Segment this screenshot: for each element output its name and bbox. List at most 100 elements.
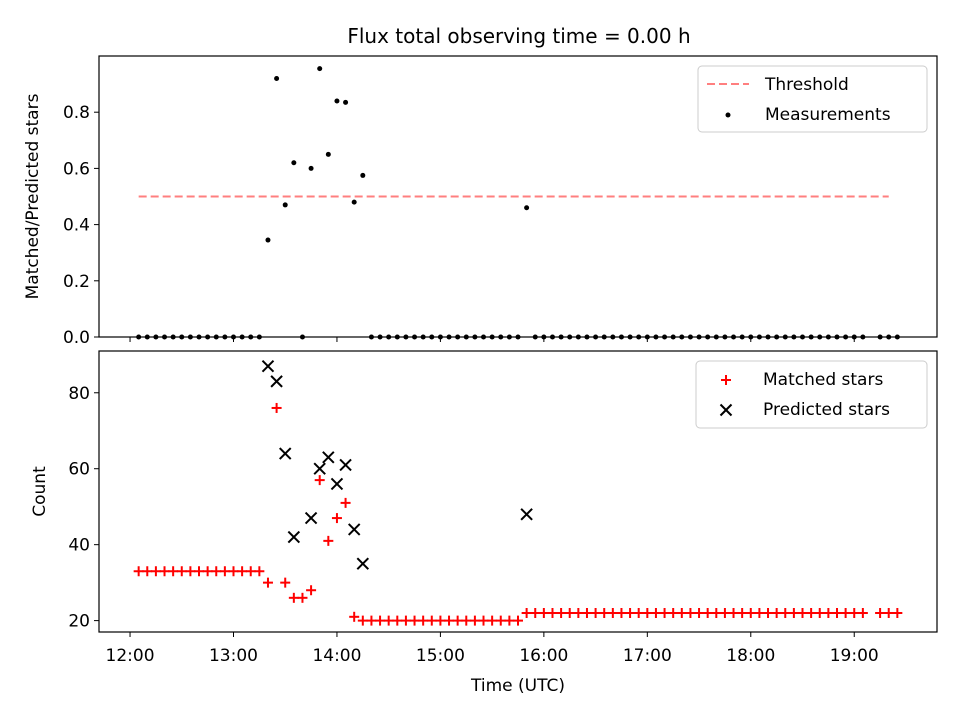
top-y-tick-label: 0.4	[63, 216, 90, 236]
predicted-star-point	[304, 511, 318, 525]
bottom-y-tick-label: 80	[68, 384, 90, 404]
x-tick-label: 15:00	[416, 646, 465, 666]
matched-star-point	[340, 497, 351, 508]
matched-star-point	[633, 608, 644, 619]
matched-star-point	[840, 608, 851, 619]
matched-star-point	[728, 608, 739, 619]
matched-star-point	[797, 608, 808, 619]
matched-star-point	[625, 608, 636, 619]
x-tick-label: 12:00	[106, 646, 155, 666]
bottom-legend-box	[695, 360, 928, 429]
measurement-point	[291, 160, 297, 166]
matched-star-point	[883, 608, 894, 619]
matched-star-point	[780, 608, 791, 619]
matched-star-point	[892, 608, 903, 619]
matched-star-point	[306, 585, 317, 596]
x-stroke	[261, 359, 275, 373]
matched-star-point	[599, 608, 610, 619]
matched-star-point	[513, 615, 523, 626]
matched-star-point	[409, 615, 420, 626]
legend-matched-swatch	[721, 375, 731, 385]
x-stroke	[347, 523, 361, 536]
matched-star-point	[288, 592, 299, 603]
measurement-point	[343, 99, 349, 105]
matched-star-point	[607, 608, 618, 619]
matched-star-point	[357, 615, 368, 626]
matched-star-point	[228, 566, 239, 577]
matched-star-point	[254, 566, 265, 577]
matched-star-point	[487, 615, 498, 626]
matched-star-point	[185, 566, 196, 577]
x-stroke	[356, 557, 370, 570]
matched-star-point	[504, 615, 515, 626]
predicted-star-point	[322, 451, 335, 464]
x-stroke	[520, 508, 533, 521]
matched-star-point	[702, 608, 713, 619]
matched-star-point	[245, 566, 256, 577]
matched-star-point	[573, 608, 584, 619]
x-stroke	[330, 477, 344, 491]
predicted-star-point	[356, 557, 370, 570]
x-tick-label: 14:00	[312, 646, 361, 666]
matched-star-point	[461, 615, 472, 626]
x-stroke	[322, 451, 335, 464]
predicted-star-point	[261, 359, 275, 373]
x-tick-label: 18:00	[726, 646, 775, 666]
measurement-point	[317, 66, 323, 72]
matched-star-point	[469, 615, 480, 626]
matched-star-point	[806, 608, 817, 619]
matched-star-point	[331, 513, 342, 524]
x-stroke	[304, 511, 318, 525]
matched-star-point	[556, 608, 567, 619]
top-axes-frame	[98, 55, 938, 338]
matched-star-point	[754, 608, 765, 619]
x-stroke	[313, 462, 326, 475]
measurement-point	[308, 165, 314, 171]
matched-star-point	[418, 615, 429, 626]
matched-star-point	[590, 608, 601, 619]
matched-star-point	[297, 592, 308, 603]
legend-measurements-swatch	[725, 112, 731, 118]
matched-star-point	[547, 608, 558, 619]
matched-star-point	[142, 566, 153, 577]
top-legend: Threshold Measurements	[697, 65, 928, 133]
x-tick-label: 17:00	[623, 646, 672, 666]
matched-star-point	[685, 608, 696, 619]
matched-star-point	[133, 566, 144, 577]
matched-star-point	[581, 608, 592, 619]
matched-star-point	[650, 608, 661, 619]
legend-matched-label: Matched stars	[763, 370, 883, 390]
matched-star-point	[349, 611, 360, 622]
x-stroke	[719, 403, 733, 417]
matched-star-point	[831, 608, 842, 619]
matched-star-point	[737, 608, 748, 619]
matched-star-point	[814, 608, 825, 619]
matched-star-point	[375, 615, 386, 626]
bottom-axes-frame	[98, 350, 938, 633]
matched-star-point	[211, 566, 222, 577]
matched-star-point	[530, 608, 541, 619]
matched-star-point	[262, 577, 273, 588]
measurement-point	[325, 151, 331, 157]
matched-star-point	[366, 615, 377, 626]
predicted-star-point	[520, 508, 533, 521]
x-tick-label: 19:00	[830, 646, 879, 666]
matched-star-point	[444, 615, 455, 626]
matched-star-point	[314, 475, 325, 486]
measurement-point	[524, 205, 530, 211]
matched-star-point	[435, 615, 446, 626]
matched-star-point	[237, 566, 248, 577]
matched-star-point	[280, 577, 291, 588]
matched-star-point	[194, 566, 205, 577]
matched-star-point	[323, 535, 334, 546]
x-axis-label: Time (UTC)	[470, 676, 565, 696]
top-y-tick-label: 0.2	[63, 272, 90, 292]
x-tick-label: 16:00	[519, 646, 568, 666]
matched-star-point	[616, 608, 627, 619]
measurement-point	[351, 199, 357, 205]
predicted-star-point	[347, 523, 361, 536]
matched-star-point	[745, 608, 756, 619]
matched-star-point	[426, 615, 437, 626]
legend-predicted-swatch	[719, 403, 733, 417]
x-tick-label: 13:00	[209, 646, 258, 666]
